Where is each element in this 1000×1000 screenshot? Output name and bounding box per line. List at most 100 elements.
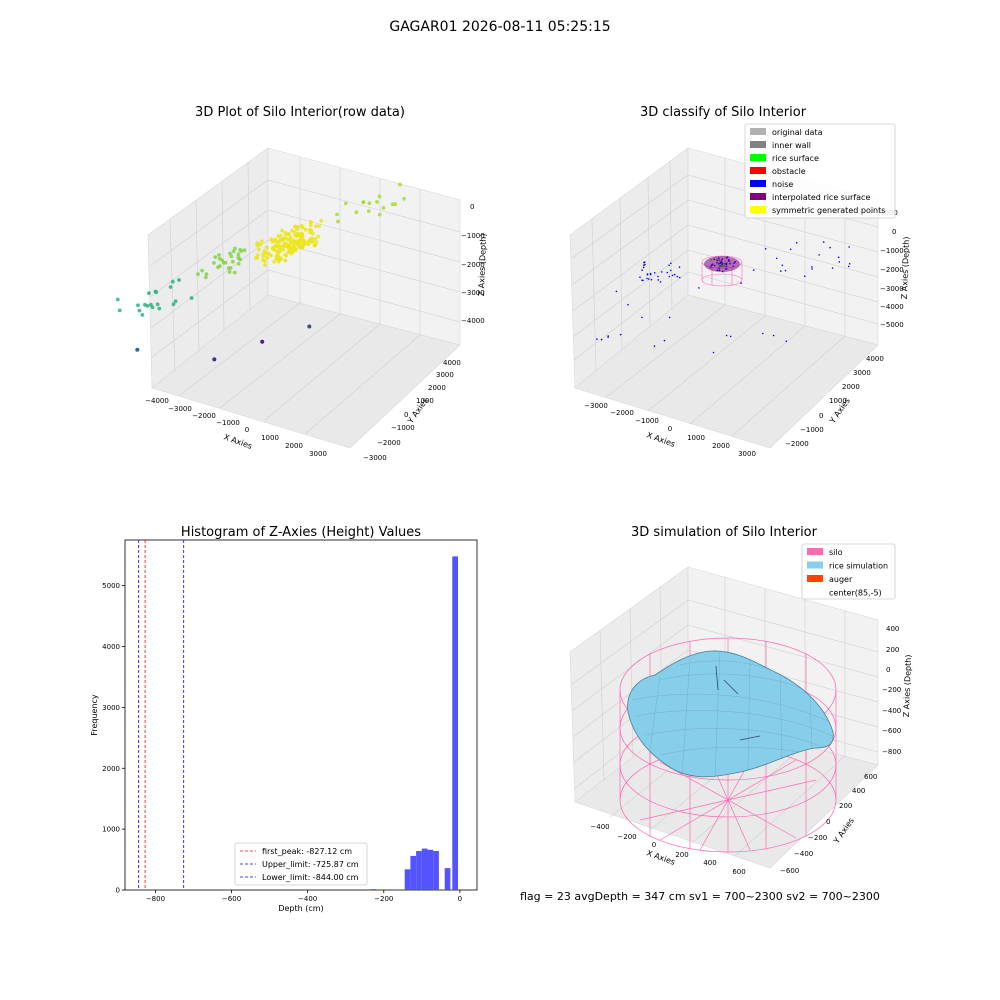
z-tick-label: 200 (886, 646, 899, 654)
noise-point (641, 269, 643, 271)
data-point (173, 299, 178, 304)
threshold-lines (138, 540, 185, 890)
data-point (308, 230, 312, 235)
z-axis-label: Z Axies (Depth) (902, 654, 913, 717)
data-point (153, 289, 158, 294)
x-tick-label: −2000 (610, 409, 634, 417)
x-tick-label: 1000 (687, 434, 705, 442)
legend-entries: first_peak: -827.12 cm Upper_limit: -725.… (240, 847, 359, 882)
panel-classify-y-ticks: −2000 −1000 0 1000 2000 3000 4000 (785, 355, 884, 448)
noise-point (837, 256, 840, 259)
data-point (299, 235, 303, 240)
status-footer: flag = 23 avgDepth = 347 cm sv1 = 700~23… (520, 890, 880, 903)
data-point (196, 272, 200, 277)
histogram-bar (416, 851, 422, 890)
histogram-bars (370, 556, 458, 890)
surface-mesh (631, 650, 833, 779)
panel-classify-title: 3D classify of Silo Interior (640, 105, 807, 120)
rice-simulation-surface (627, 650, 834, 778)
data-point (343, 201, 348, 206)
data-point (171, 302, 176, 307)
noise-point (678, 276, 681, 279)
noise-point (650, 278, 653, 281)
panel-simulation-y-ticks: −600 −400 −200 0 200 400 600 (780, 773, 877, 875)
noise-point (657, 279, 660, 281)
histogram-bar (438, 889, 445, 890)
legend-swatch (807, 561, 823, 569)
x-tick-label: −200 (617, 833, 636, 841)
data-point (286, 231, 291, 236)
data-point (288, 235, 293, 240)
noise-point (670, 262, 672, 265)
data-point (236, 252, 241, 257)
histogram-bar (421, 848, 428, 890)
y-tick-label: −400 (794, 850, 813, 858)
data-point (261, 252, 266, 257)
legend-entries: silo rice simulation auger center(85,-5) (807, 548, 888, 598)
noise-point (789, 248, 792, 251)
z-tick-label: −3000 (461, 289, 485, 297)
data-point (283, 258, 288, 263)
data-point (213, 255, 218, 259)
y-tick-label: 2000 (842, 383, 860, 391)
noise-point (725, 334, 728, 337)
data-point (335, 212, 339, 217)
x-tick-label: −600 (222, 895, 241, 903)
data-point (367, 201, 372, 206)
noise-point (676, 275, 679, 278)
y-tick-label: −2000 (785, 440, 809, 448)
panel-classify: 3D classify of Silo Interior (569, 105, 911, 458)
data-point (377, 194, 382, 199)
data-point (284, 253, 288, 258)
histogram-bar (444, 868, 451, 890)
noise-point (822, 241, 825, 243)
noise-point (657, 275, 659, 278)
data-point (135, 347, 140, 352)
y-tick-label: 0 (116, 887, 120, 895)
y-tick-label: −600 (780, 867, 799, 875)
data-point (307, 324, 312, 329)
data-point (212, 357, 217, 362)
data-point (295, 234, 299, 239)
data-point (236, 261, 241, 266)
x-tick-label: −3000 (168, 405, 192, 413)
x-tick-label: 3000 (309, 450, 327, 458)
x-axis-label: Depth (cm) (278, 904, 323, 913)
data-point (313, 236, 317, 241)
y-tick-label: 0 (819, 412, 823, 420)
noise-point (838, 261, 841, 263)
data-point (287, 242, 292, 247)
x-tick-label: 0 (458, 895, 462, 903)
x-tick-label: −400 (298, 895, 317, 903)
plot-area (124, 539, 478, 891)
data-point (366, 209, 371, 214)
y-tick-label: −1000 (391, 424, 415, 432)
x-axis-label: X Axies (645, 430, 676, 449)
x-tick-label: −1000 (216, 419, 240, 427)
noise-point (848, 263, 851, 265)
data-point (282, 241, 287, 246)
z-tick-label: 400 (886, 625, 899, 633)
noise-point (607, 335, 609, 337)
data-point (217, 253, 221, 257)
noise-point (818, 254, 820, 256)
legend-swatch (750, 154, 766, 161)
y-axis-label: Y Axies (831, 816, 856, 846)
panel-classify-x-ticks: −3000 −2000 −1000 0 1000 2000 3000 (584, 402, 756, 458)
data-point (230, 259, 235, 264)
data-point (115, 297, 120, 302)
legend-swatch (750, 141, 766, 148)
data-point (260, 239, 264, 244)
data-point (242, 248, 247, 253)
legend-label: rice surface (772, 154, 819, 163)
noise-point (643, 264, 645, 267)
y-tick-label: −2000 (377, 439, 401, 447)
data-point (228, 251, 232, 256)
legend-label: interpolated rice surface (772, 193, 870, 202)
legend-label: Lower_limit: -844.00 cm (262, 873, 359, 882)
noise-point (647, 278, 650, 280)
z-tick-label: −4000 (880, 303, 904, 311)
data-point (140, 313, 145, 317)
legend-swatch (807, 548, 823, 555)
x-axis-label: X Axies (222, 432, 253, 451)
